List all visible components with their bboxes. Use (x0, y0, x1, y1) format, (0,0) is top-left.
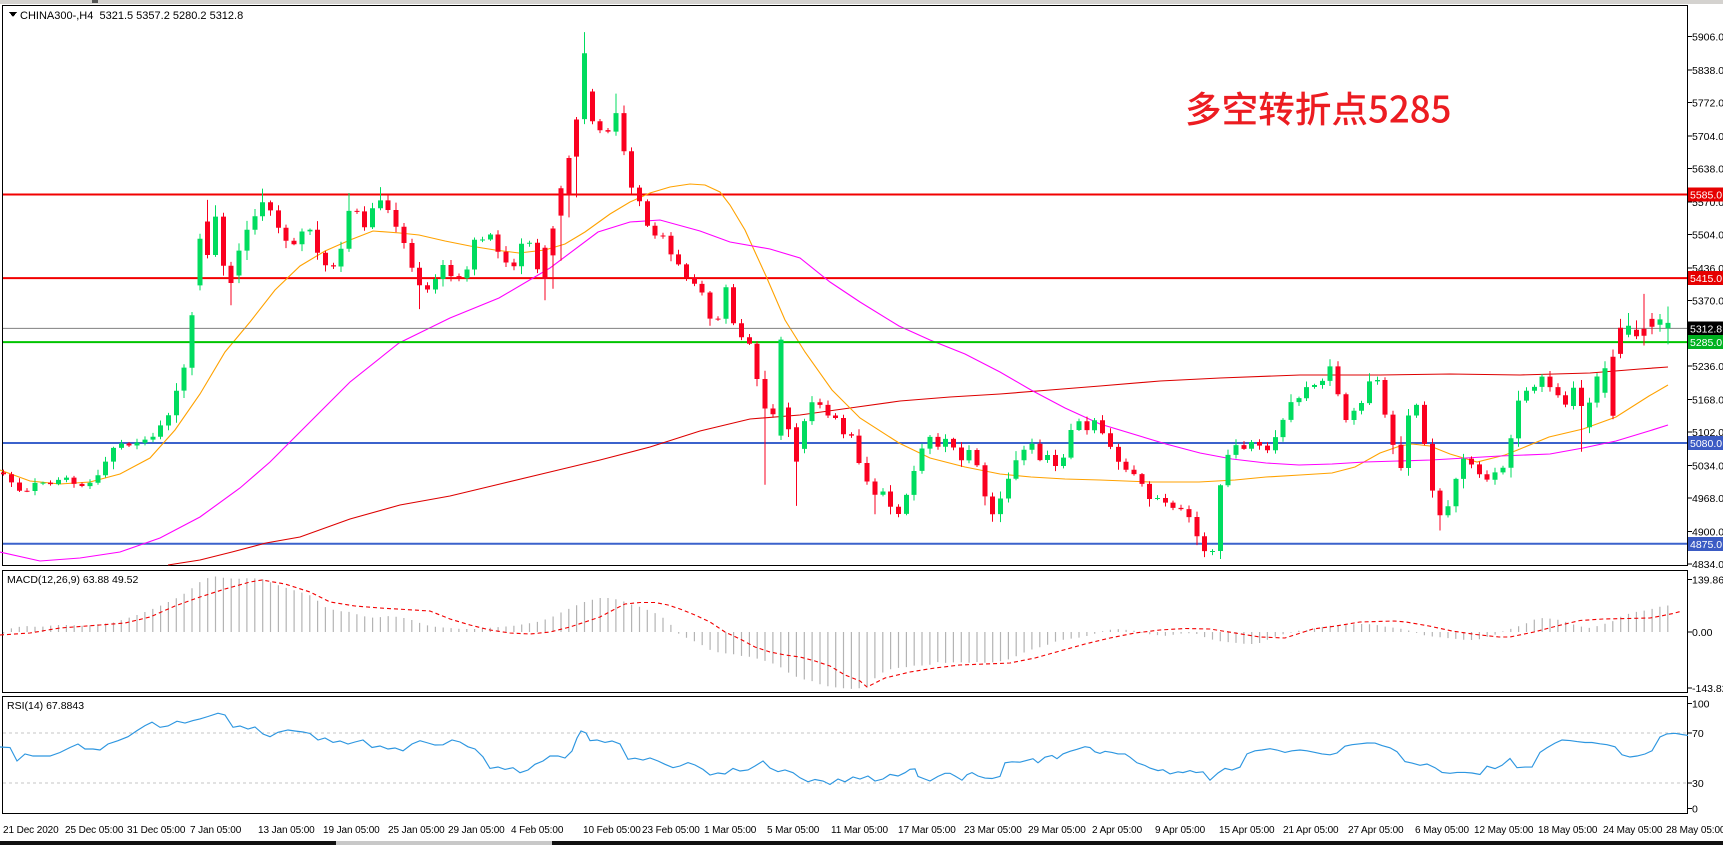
svg-text:29 Jan 05:00: 29 Jan 05:00 (448, 825, 505, 836)
svg-text:23 Feb 05:00: 23 Feb 05:00 (642, 825, 700, 836)
svg-text:24 May 05:00: 24 May 05:00 (1603, 825, 1663, 836)
svg-text:27 Apr 05:00: 27 Apr 05:00 (1348, 825, 1404, 836)
svg-text:21 Dec 2020: 21 Dec 2020 (3, 825, 59, 836)
svg-text:5704.0: 5704.0 (1692, 131, 1723, 143)
svg-text:15 Apr 05:00: 15 Apr 05:00 (1219, 825, 1275, 836)
svg-text:5838.0: 5838.0 (1692, 65, 1723, 77)
svg-text:100: 100 (1692, 699, 1710, 711)
svg-text:5638.0: 5638.0 (1692, 163, 1723, 175)
svg-text:4900.0: 4900.0 (1692, 527, 1723, 539)
svg-text:21 Apr 05:00: 21 Apr 05:00 (1283, 825, 1339, 836)
svg-text:4 Feb 05:00: 4 Feb 05:00 (511, 825, 564, 836)
svg-text:-143.82: -143.82 (1692, 683, 1723, 695)
svg-text:2 Apr 05:00: 2 Apr 05:00 (1092, 825, 1143, 836)
svg-text:5168.0: 5168.0 (1692, 395, 1723, 407)
svg-text:25 Jan 05:00: 25 Jan 05:00 (388, 825, 445, 836)
svg-text:17 Mar 05:00: 17 Mar 05:00 (898, 825, 956, 836)
svg-text:5285.0: 5285.0 (1690, 337, 1722, 349)
svg-text:MACD(12,26,9) 63.88 49.52: MACD(12,26,9) 63.88 49.52 (7, 574, 138, 586)
svg-text:0: 0 (1692, 803, 1698, 815)
svg-text:5034.0: 5034.0 (1692, 461, 1723, 473)
svg-text:23 Mar 05:00: 23 Mar 05:00 (964, 825, 1022, 836)
svg-text:31 Dec 05:00: 31 Dec 05:00 (127, 825, 186, 836)
svg-text:RSI(14) 67.8843: RSI(14) 67.8843 (7, 700, 84, 712)
svg-text:30: 30 (1692, 778, 1704, 790)
svg-text:28 May 05:00: 28 May 05:00 (1666, 825, 1723, 836)
svg-text:5312.8: 5312.8 (1690, 323, 1722, 335)
svg-text:5906.0: 5906.0 (1692, 32, 1723, 44)
svg-text:4875.0: 4875.0 (1690, 539, 1722, 551)
svg-text:5 Mar 05:00: 5 Mar 05:00 (767, 825, 820, 836)
svg-text:4968.0: 4968.0 (1692, 493, 1723, 505)
svg-text:139.86: 139.86 (1692, 575, 1723, 587)
svg-text:25 Dec 05:00: 25 Dec 05:00 (65, 825, 124, 836)
svg-text:5585.0: 5585.0 (1690, 190, 1722, 202)
svg-text:5772.0: 5772.0 (1692, 97, 1723, 109)
svg-text:11 Mar 05:00: 11 Mar 05:00 (831, 825, 889, 836)
svg-text:1 Mar 05:00: 1 Mar 05:00 (704, 825, 757, 836)
svg-text:5236.0: 5236.0 (1692, 361, 1723, 373)
svg-text:10 Feb 05:00: 10 Feb 05:00 (583, 825, 641, 836)
svg-text:12 May 05:00: 12 May 05:00 (1474, 825, 1534, 836)
svg-text:5415.0: 5415.0 (1690, 273, 1722, 285)
svg-text:4834.0: 4834.0 (1692, 559, 1723, 571)
svg-text:18 May 05:00: 18 May 05:00 (1538, 825, 1598, 836)
svg-text:CHINA300-,H4 5321.5 5357.2 52: CHINA300-,H4 5321.5 5357.2 5280.2 5312.8 (20, 10, 243, 22)
svg-text:5504.0: 5504.0 (1692, 229, 1723, 241)
svg-text:5080.0: 5080.0 (1690, 438, 1722, 450)
svg-text:19 Jan 05:00: 19 Jan 05:00 (323, 825, 380, 836)
svg-text:5370.0: 5370.0 (1692, 295, 1723, 307)
svg-text:9 Apr 05:00: 9 Apr 05:00 (1155, 825, 1206, 836)
svg-text:0.00: 0.00 (1692, 627, 1713, 639)
svg-text:6 May 05:00: 6 May 05:00 (1415, 825, 1469, 836)
svg-text:13 Jan 05:00: 13 Jan 05:00 (258, 825, 315, 836)
svg-text:29 Mar 05:00: 29 Mar 05:00 (1028, 825, 1086, 836)
svg-text:70: 70 (1692, 728, 1704, 740)
svg-text:7 Jan 05:00: 7 Jan 05:00 (190, 825, 242, 836)
